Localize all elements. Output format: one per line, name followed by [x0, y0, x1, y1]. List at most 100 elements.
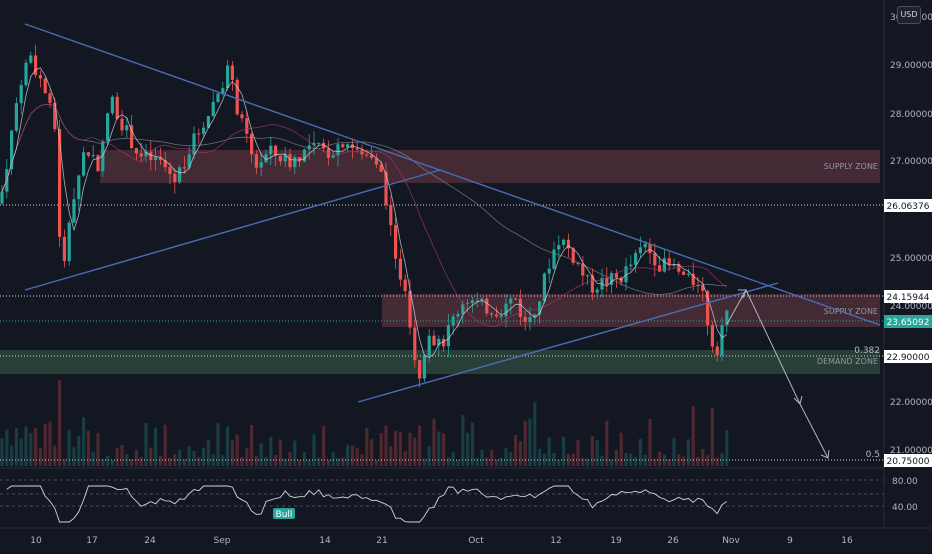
candle-body: [720, 325, 724, 356]
candle-body: [274, 145, 278, 156]
currency-badge[interactable]: USD: [897, 6, 921, 24]
volume-bar: [403, 451, 407, 466]
volume-bar: [437, 431, 441, 466]
candle-body: [0, 191, 4, 204]
volume-bar: [446, 457, 450, 466]
volume-bar: [672, 437, 676, 466]
volume-bar: [725, 430, 729, 466]
candle-body: [144, 151, 148, 157]
candle-body: [629, 264, 633, 267]
candle-body: [10, 130, 14, 170]
volume-bar: [514, 434, 518, 466]
volume-bar: [518, 441, 522, 466]
candle-body: [706, 290, 710, 326]
volume-bar: [504, 447, 508, 466]
candle-body: [538, 301, 542, 315]
volume-bar: [480, 449, 484, 466]
volume-bar: [581, 458, 585, 466]
descending-trendline[interactable]: [24, 23, 881, 326]
candle-body: [322, 142, 326, 149]
candle-body: [379, 164, 383, 172]
candle-body: [590, 275, 594, 293]
arrow-head-up-icon: [738, 289, 747, 299]
candle-body: [461, 303, 465, 314]
candle-body: [466, 303, 470, 305]
volume-bar: [413, 437, 417, 466]
candle-body: [427, 335, 431, 356]
volume-bar: [662, 454, 666, 466]
volume-bar: [216, 422, 220, 466]
volume-bar: [5, 429, 9, 466]
candle-body: [197, 133, 201, 135]
candle-body: [586, 275, 590, 277]
volume-bar: [346, 444, 350, 466]
candle-body: [485, 298, 489, 314]
candle-body: [715, 346, 719, 356]
price-tick-22: 22.00000: [890, 398, 932, 408]
candle-body: [446, 325, 450, 347]
candle-body: [595, 289, 599, 293]
fib-label-0382: 0.382: [854, 346, 880, 356]
volume-bar: [197, 457, 201, 466]
candle-body: [677, 264, 681, 272]
volume-bar: [706, 455, 710, 466]
volume-bar: [691, 406, 695, 466]
volume-bar: [365, 427, 369, 466]
volume-bar: [374, 459, 378, 466]
volume-bar: [384, 425, 388, 466]
candle-body: [130, 125, 134, 149]
candle-body: [514, 298, 518, 300]
volume-bar: [701, 449, 705, 466]
volume-bar: [350, 445, 354, 466]
volume-bar: [528, 418, 532, 466]
time-label-nov: Nov: [722, 536, 740, 546]
volume-bar: [552, 452, 556, 466]
volume-bar: [86, 430, 90, 466]
volume-bar: [293, 440, 297, 466]
candle-body: [614, 273, 618, 278]
rsi-tick-80: 80.00: [892, 477, 918, 487]
candle-body: [254, 154, 258, 168]
demand-zone: [0, 350, 880, 374]
volume-bar: [19, 438, 23, 466]
volume-bar: [307, 459, 311, 466]
volume-bar: [355, 448, 359, 466]
volume-bar: [298, 459, 302, 466]
volume-bar: [696, 456, 700, 466]
candle-body: [576, 262, 580, 264]
ascending-trendline-upper[interactable]: [24, 169, 441, 291]
volume-bar: [29, 433, 33, 466]
candle-body: [422, 355, 426, 379]
volume-bar: [312, 434, 316, 466]
volume-bar: [624, 453, 628, 466]
candle-body: [562, 239, 566, 245]
volume-bar: [475, 457, 479, 466]
volume-bar: [48, 421, 52, 466]
candle-body: [619, 277, 623, 283]
volume-bar: [43, 423, 47, 466]
ascending-trendline-lower[interactable]: [357, 282, 779, 403]
candle-body: [163, 159, 167, 168]
volume-bar: [610, 459, 614, 466]
volume-bar: [211, 454, 215, 466]
candle-body: [283, 154, 287, 162]
volume-bar: [230, 440, 234, 466]
time-label-12: 12: [550, 536, 561, 546]
candle-body: [490, 313, 494, 315]
volume-bar: [134, 450, 138, 466]
price-tag-229-label: 22.90000: [887, 353, 930, 363]
candle-body: [206, 116, 210, 128]
volume-bar: [571, 453, 575, 466]
time-label-10: 10: [30, 536, 42, 546]
volume-bar: [590, 436, 594, 466]
price-tick-24: 24.00000: [890, 302, 932, 312]
candle-body: [346, 144, 350, 148]
candle-body: [634, 253, 638, 265]
volume-bar: [509, 452, 513, 466]
volume-bar: [53, 445, 57, 466]
volume-bar: [91, 451, 95, 466]
candle-body: [528, 317, 532, 322]
volume-bar: [720, 452, 724, 466]
